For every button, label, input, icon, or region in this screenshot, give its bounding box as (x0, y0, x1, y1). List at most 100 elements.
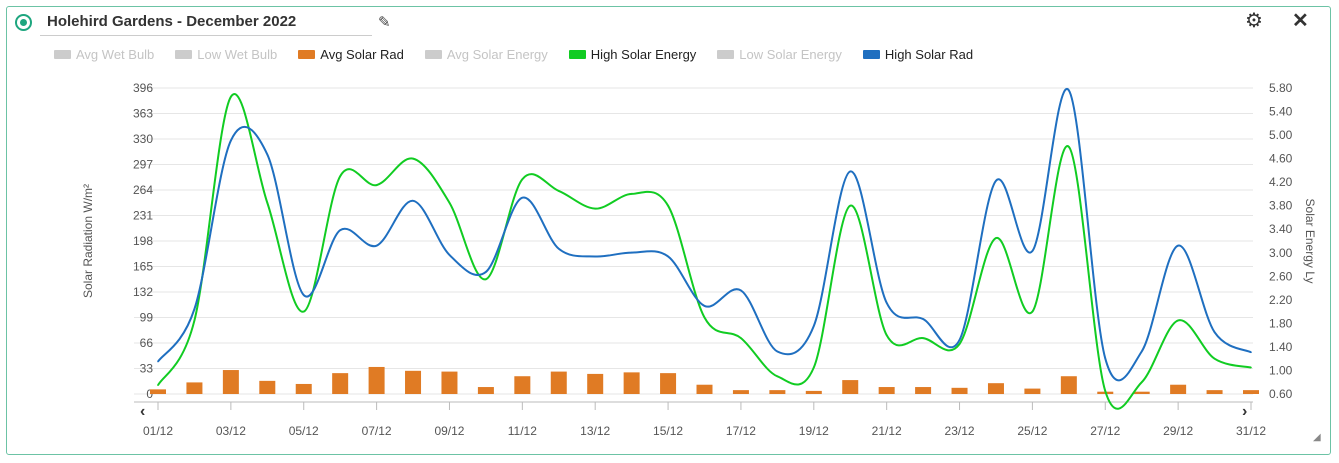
bar-avg-solar-rad (514, 376, 531, 394)
bar-avg-solar-rad (295, 383, 312, 394)
gear-icon[interactable]: ⚙ (1245, 10, 1263, 32)
y-tick-right: 4.60 (1269, 152, 1293, 166)
point-high-solar-rad (885, 302, 888, 304)
bar-avg-solar-rad (550, 371, 567, 394)
point-high-solar-energy (594, 207, 596, 210)
x-tick-label: 19/12 (799, 424, 829, 438)
y-tick-left: 132 (133, 285, 153, 299)
point-high-solar-rad (1213, 331, 1216, 333)
legend-swatch (568, 50, 586, 59)
point-high-solar-energy (448, 201, 451, 204)
legend-label: Low Wet Bulb (197, 47, 278, 62)
point-high-solar-rad (1177, 244, 1179, 247)
legend-item[interactable]: High Solar Rad (862, 47, 974, 62)
chart-title[interactable]: Holehird Gardens - December 2022 (47, 13, 297, 30)
point-high-solar-energy (375, 184, 378, 186)
bar-avg-solar-rad (150, 389, 166, 394)
legend-item[interactable]: Low Solar Energy (717, 47, 842, 62)
legend-swatch (717, 50, 735, 59)
pencil-icon[interactable]: ✎ (378, 14, 391, 31)
point-high-solar-rad (1104, 357, 1107, 360)
legend-label: Avg Solar Energy (446, 47, 548, 62)
y-tick-right: 3.80 (1269, 199, 1293, 213)
y-tick-left: 198 (133, 234, 153, 248)
y-tick-left: 99 (140, 311, 154, 325)
x-tick-label: 13/12 (580, 424, 610, 438)
legend-label: High Solar Rad (884, 47, 974, 62)
point-high-solar-energy (485, 278, 487, 281)
x-tick-label: 23/12 (945, 424, 975, 438)
legend-item[interactable]: Low Wet Bulb (175, 47, 277, 62)
x-tick-label: 11/12 (508, 424, 537, 438)
point-high-solar-energy (1031, 310, 1034, 313)
y-tick-right: 1.40 (1269, 340, 1293, 354)
y-tick-right: 4.20 (1269, 175, 1293, 189)
point-high-solar-rad (1031, 250, 1034, 252)
y-tick-left: 165 (133, 260, 153, 274)
close-icon[interactable]: ✕ (1292, 10, 1309, 32)
point-high-solar-energy (740, 337, 742, 339)
y-tick-right: 5.40 (1269, 105, 1293, 119)
resize-handle-icon[interactable]: ◢ (1313, 432, 1321, 443)
y-axis-label-left: Solar Radiation W/m² (81, 184, 95, 298)
point-high-solar-energy (667, 204, 669, 207)
y-tick-right: 2.20 (1269, 293, 1293, 307)
bar-avg-solar-rad (222, 370, 239, 394)
point-high-solar-rad (1140, 350, 1143, 353)
legend-item[interactable]: Avg Solar Rad (298, 47, 404, 62)
bar-avg-solar-rad (915, 387, 932, 394)
y-axis-label-right: Solar Energy Ly (1303, 199, 1317, 284)
bar-avg-solar-rad (696, 384, 713, 394)
bar-avg-solar-rad (1133, 391, 1150, 394)
x-tick-label: 29/12 (1163, 424, 1193, 438)
legend-item[interactable]: Avg Wet Bulb (54, 47, 154, 62)
point-high-solar-rad (557, 247, 560, 250)
legend-item[interactable]: Avg Solar Energy (424, 47, 548, 62)
y-tick-right: 2.60 (1269, 269, 1293, 283)
point-high-solar-energy (557, 190, 560, 192)
bar-avg-solar-rad (987, 383, 1004, 394)
point-high-solar-rad (630, 251, 633, 254)
point-high-solar-energy (1104, 390, 1107, 392)
bar-avg-solar-rad (1060, 376, 1077, 394)
y-tick-left: 363 (133, 107, 153, 121)
point-high-solar-energy (412, 157, 414, 160)
bar-avg-solar-rad (1024, 388, 1041, 394)
point-high-solar-rad (776, 350, 779, 353)
bar-avg-solar-rad (842, 380, 859, 394)
point-high-solar-energy (776, 375, 779, 378)
point-high-solar-energy (922, 337, 924, 339)
y-tick-right: 1.80 (1269, 316, 1293, 330)
y-tick-left: 33 (140, 362, 154, 376)
legend-item[interactable]: High Solar Energy (568, 47, 696, 62)
bar-avg-solar-rad (259, 380, 276, 394)
x-tick-label: 03/12 (216, 424, 246, 438)
y-tick-left: 396 (133, 81, 153, 95)
scroll-right-arrow[interactable]: › (1242, 403, 1247, 420)
bar-avg-solar-rad (732, 390, 749, 394)
point-high-solar-rad (302, 294, 305, 296)
scroll-left-arrow[interactable]: ‹ (140, 403, 145, 420)
y-tick-left: 231 (133, 209, 153, 223)
point-high-solar-energy (302, 310, 305, 313)
line-high-solar-energy (157, 93, 1252, 410)
point-high-solar-rad (448, 254, 451, 256)
title-underline (40, 35, 372, 36)
legend-swatch (862, 50, 880, 59)
y-tick-right: 0.60 (1269, 387, 1293, 401)
point-high-solar-rad (230, 139, 232, 142)
legend-label: Low Solar Energy (739, 47, 842, 62)
x-tick-label: 01/12 (143, 424, 173, 438)
point-high-solar-rad (594, 255, 596, 258)
bar-avg-solar-rad (1206, 390, 1223, 394)
point-high-solar-rad (813, 325, 815, 327)
point-high-solar-energy (230, 96, 232, 98)
y-tick-right: 5.80 (1269, 81, 1293, 95)
point-high-solar-rad (339, 229, 341, 231)
bar-avg-solar-rad (878, 387, 895, 394)
point-high-solar-rad (485, 271, 487, 273)
select-radio[interactable] (15, 14, 32, 31)
point-high-solar-energy (1177, 319, 1179, 322)
point-high-solar-rad (1250, 351, 1252, 354)
